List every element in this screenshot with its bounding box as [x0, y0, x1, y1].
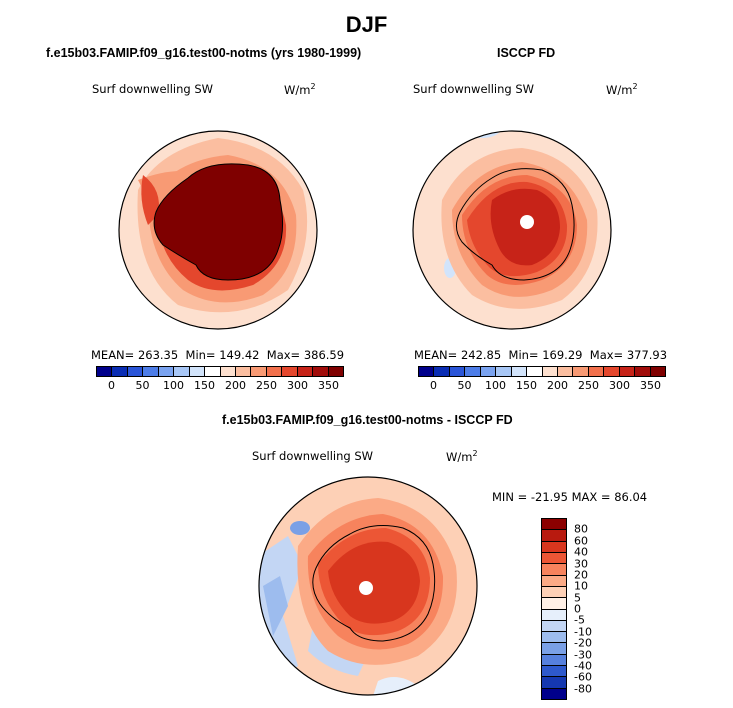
colorbar-swatch [220, 367, 236, 376]
colorbar-swatch [619, 367, 636, 376]
colorbar-swatch [542, 586, 566, 599]
right-variable-label: Surf downwelling SW [413, 82, 535, 96]
colorbar-tick-label: 300 [609, 379, 630, 392]
colorbar-swatch [542, 632, 566, 644]
colorbar-swatch [189, 367, 206, 376]
colorbar-swatch [542, 654, 566, 667]
colorbar-swatch [266, 367, 283, 376]
colorbar-swatch [297, 367, 314, 376]
colorbar-tick-label: 10 [574, 579, 588, 593]
colorbar-tick-label: 50 [135, 379, 150, 392]
main-title: DJF [345, 12, 388, 37]
colorbar-tick-label: 150 [516, 379, 537, 392]
colorbar-tick-label: 150 [194, 379, 215, 392]
diff-variable-label: Surf downwelling SW [252, 449, 374, 463]
colorbar-tick-label: 200 [225, 379, 246, 392]
diff-minmax: MIN = -21.95 MAX = 86.04 [492, 490, 648, 504]
colorbar-tick-label: 40 [574, 545, 588, 559]
colorbar-swatch [542, 598, 566, 610]
colorbar-swatch [542, 677, 566, 689]
colorbar-swatch [542, 688, 566, 699]
colorbar-swatch [465, 367, 481, 376]
colorbar-swatch [251, 367, 267, 376]
colorbar-swatch [205, 367, 221, 376]
colorbar-swatch [542, 541, 566, 553]
colorbar-tick-label: 100 [485, 379, 506, 392]
left-unit-label: W/m2 [284, 82, 316, 97]
colorbar-tick-label: 100 [163, 379, 184, 392]
colorbar-tick-label: -5 [574, 613, 585, 627]
right-panel-title: ISCCP FD [497, 46, 556, 60]
colorbar-swatch [650, 367, 665, 376]
diff-colorbar [541, 518, 567, 700]
colorbar-swatch [174, 367, 190, 376]
colorbar-swatch [480, 367, 497, 376]
colorbar-tick-label: -10 [574, 625, 592, 639]
colorbar-swatch [97, 367, 113, 376]
colorbar-swatch [542, 643, 566, 655]
left-variable-label: Surf downwelling SW [92, 82, 214, 96]
colorbar-swatch [573, 367, 589, 376]
diff-colorbar-ticks: 80 60 40 30 20 10 5 0 -5 -10 -20 -30 -40 -60 -80 [574, 518, 614, 700]
colorbar-swatch [604, 367, 620, 376]
colorbar-swatch [127, 367, 144, 376]
colorbar-tick-label: 20 [574, 568, 588, 582]
colorbar-tick-label: 300 [287, 379, 308, 392]
colorbar-swatch [542, 575, 566, 587]
colorbar-swatch [542, 666, 566, 678]
colorbar-swatch [635, 367, 651, 376]
right-stats: MEAN= 242.85 Min= 169.29 Max= 377.93 [414, 348, 668, 362]
colorbar-swatch [542, 564, 566, 576]
colorbar-swatch [112, 367, 128, 376]
colorbar-tick-label: 250 [256, 379, 277, 392]
left-colorbar: 0 50 100 150 200 250 300 350 [96, 366, 344, 393]
colorbar-swatch [449, 367, 466, 376]
colorbar-tick-label: 80 [574, 522, 588, 536]
colorbar-swatch [434, 367, 450, 376]
colorbar-swatch [235, 367, 252, 376]
right-polar-map [412, 130, 612, 330]
colorbar-swatch [542, 530, 566, 542]
colorbar-swatch [557, 367, 574, 376]
colorbar-swatch [158, 367, 175, 376]
colorbar-swatch [542, 620, 566, 633]
colorbar-tick-label: -20 [574, 636, 592, 650]
colorbar-swatch [511, 367, 528, 376]
colorbar-swatch [542, 519, 566, 531]
right-unit-label: W/m2 [606, 82, 638, 97]
colorbar-swatch [542, 552, 566, 565]
diff-polar-map [258, 476, 478, 696]
colorbar-tick-label: 30 [574, 557, 588, 570]
colorbar-swatch [542, 367, 558, 376]
colorbar-tick-label: 200 [547, 379, 568, 392]
left-polar-map [118, 130, 318, 330]
colorbar-tick-label: -60 [574, 670, 592, 684]
colorbar-tick-label: 250 [578, 379, 599, 392]
colorbar-tick-label: 5 [574, 591, 581, 605]
colorbar-tick-label: -30 [574, 648, 592, 661]
diff-unit-label: W/m2 [446, 449, 478, 464]
colorbar-tick-label: 0 [430, 379, 437, 392]
colorbar-swatch [419, 367, 435, 376]
colorbar-tick-label: 50 [457, 379, 472, 392]
colorbar-swatch [588, 367, 605, 376]
right-colorbar: 0 50 100 150 200 250 300 350 [418, 366, 666, 393]
colorbar-swatch [542, 609, 566, 621]
colorbar-swatch [313, 367, 329, 376]
left-stats: MEAN= 263.35 Min= 149.42 Max= 386.59 [91, 348, 345, 362]
colorbar-swatch [143, 367, 159, 376]
colorbar-swatch [328, 367, 343, 376]
diff-panel-title: f.e15b03.FAMIP.f09_g16.test00-notms - IS… [222, 413, 513, 427]
colorbar-tick-label: 0 [108, 379, 115, 392]
colorbar-tick-label: 60 [574, 534, 588, 548]
colorbar-swatch [527, 367, 543, 376]
colorbar-tick-label: -80 [574, 682, 592, 696]
colorbar-tick-label: 0 [574, 602, 581, 616]
left-panel-title: f.e15b03.FAMIP.f09_g16.test00-notms (yrs… [46, 46, 362, 60]
colorbar-swatch [496, 367, 512, 376]
colorbar-tick-label: 350 [640, 379, 661, 392]
colorbar-tick-label: 350 [318, 379, 339, 392]
colorbar-swatch [282, 367, 298, 376]
colorbar-tick-label: -40 [574, 659, 592, 673]
